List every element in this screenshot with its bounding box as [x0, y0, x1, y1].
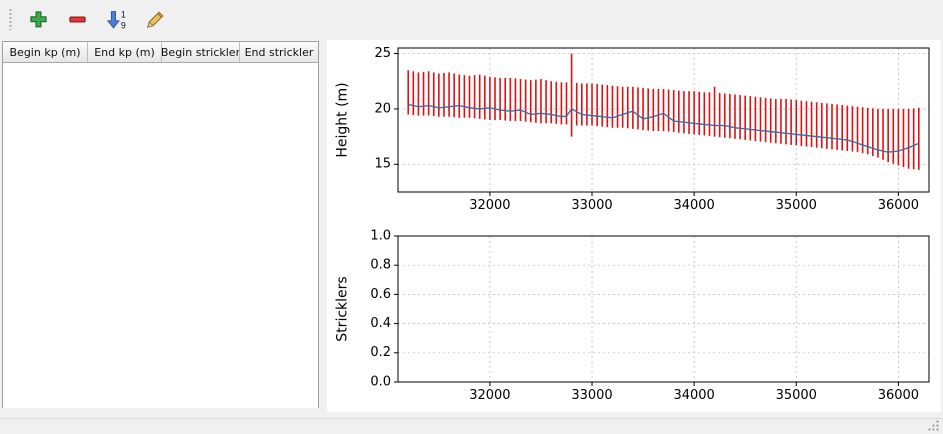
- panel-splitter[interactable]: [319, 41, 327, 408]
- status-bar: [0, 418, 943, 434]
- column-header-end-kp[interactable]: End kp (m): [88, 42, 162, 62]
- column-header-begin-strickler[interactable]: Begin strickler: [162, 42, 240, 62]
- resize-grip[interactable]: [927, 419, 940, 432]
- toolbar-handle[interactable]: [8, 8, 13, 30]
- sort-button[interactable]: 1 9: [102, 5, 130, 33]
- sort-digit-bottom: 9: [120, 20, 125, 30]
- edit-button[interactable]: [141, 5, 169, 33]
- toolbar: 1 9: [0, 0, 943, 38]
- pencil-edit-icon: [146, 11, 163, 28]
- table-body[interactable]: [3, 63, 318, 408]
- table-header-row: Begin kp (m) End kp (m) Begin strickler …: [3, 42, 318, 63]
- minus-icon: [68, 15, 86, 23]
- remove-row-button[interactable]: [63, 5, 91, 33]
- sort-numeric-ascending-icon: 1 9: [106, 9, 125, 30]
- strickler-zones-table: Begin kp (m) End kp (m) Begin strickler …: [2, 41, 319, 408]
- charts-panel: [327, 40, 941, 412]
- sort-digit-top: 1: [120, 9, 125, 19]
- add-row-button[interactable]: [24, 5, 52, 33]
- column-header-begin-kp[interactable]: Begin kp (m): [3, 42, 88, 62]
- height-profile-chart: [327, 40, 941, 224]
- plus-icon: [29, 10, 47, 27]
- column-header-end-strickler[interactable]: End strickler: [244, 45, 314, 59]
- stricklers-chart: [327, 224, 941, 412]
